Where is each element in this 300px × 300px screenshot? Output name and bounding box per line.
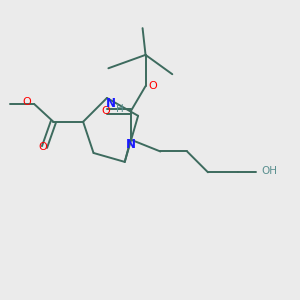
Text: O: O [148,81,157,91]
Text: OH: OH [262,166,278,176]
Text: N: N [126,138,136,151]
Text: O: O [101,106,110,116]
Text: O: O [39,142,47,152]
Text: O: O [22,98,31,107]
Text: N: N [106,98,116,110]
Text: H: H [116,104,123,114]
